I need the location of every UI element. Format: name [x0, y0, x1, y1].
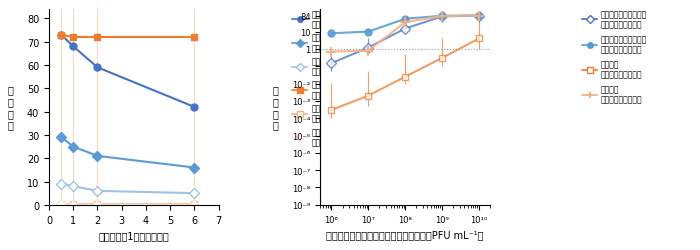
- X-axis label: 感染者の唆液中（体内）ウイルス濃度（PFU mL⁻¹）: 感染者の唆液中（体内）ウイルス濃度（PFU mL⁻¹）: [326, 229, 484, 239]
- Y-axis label: 発
症
者
数: 発 症 者 数: [7, 85, 13, 130]
- Y-axis label: 発
症
者
数: 発 症 者 数: [273, 85, 279, 130]
- Legend: 長距離エアロゾル感染
（マスク着用無し）, 長距離エアロゾル感染
（マスク全員着用）, 長距離エアロゾル感染
（マスク全員着用、フィット）, 接触感染
（マスク: 長距離エアロゾル感染 （マスク着用無し）, 長距離エアロゾル感染 （マスク全員着…: [292, 10, 376, 147]
- X-axis label: 換気回数（1時間当たり）: 換気回数（1時間当たり）: [99, 230, 169, 240]
- Legend: 長距離エアロゾル感染
（マスク着用無し）, 長距離エアロゾル感染
（マスク全員着用）, 接触感染
（マスク着用無し）, 接触感染
（マスク全員着用）: 長距離エアロゾル感染 （マスク着用無し）, 長距離エアロゾル感染 （マスク全員着…: [582, 10, 648, 104]
